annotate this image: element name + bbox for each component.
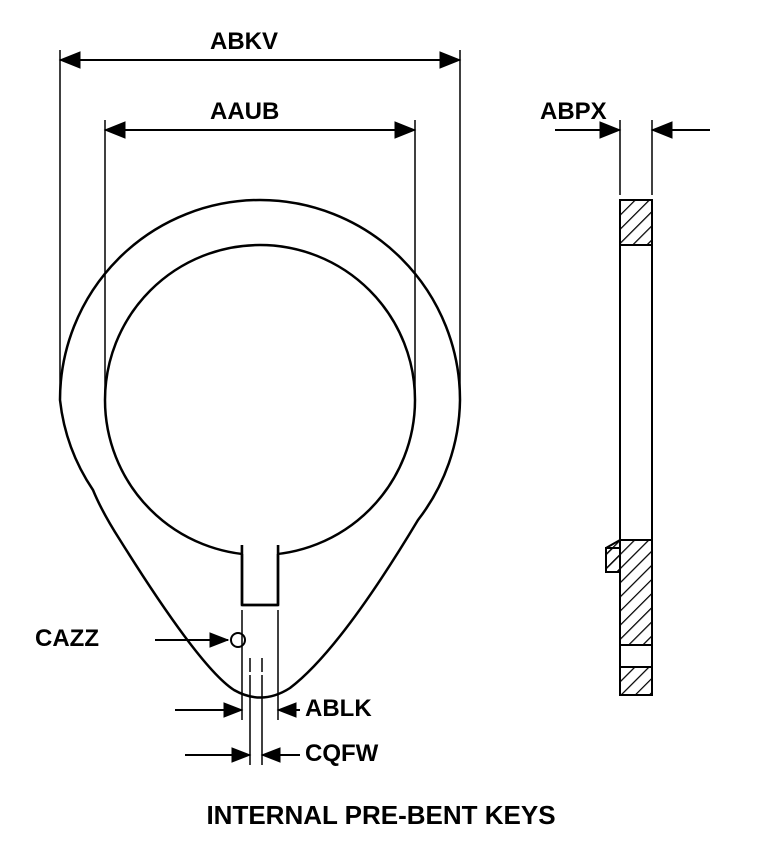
label-aaub: AAUB xyxy=(210,98,279,126)
label-ablk: ABLK xyxy=(305,695,372,723)
label-abkv: ABKV xyxy=(210,28,278,56)
diagram-svg xyxy=(0,0,762,860)
label-abpx: ABPX xyxy=(540,98,607,126)
label-cazz: CAZZ xyxy=(35,625,99,653)
front-view xyxy=(60,200,460,698)
dimensions xyxy=(60,50,710,765)
label-cqfw: CQFW xyxy=(305,740,378,768)
diagram-container: ABKV AAUB ABPX CAZZ ABLK CQFW INTERNAL P… xyxy=(0,0,762,860)
diagram-title: INTERNAL PRE-BENT KEYS xyxy=(0,800,762,831)
side-view xyxy=(606,200,652,695)
